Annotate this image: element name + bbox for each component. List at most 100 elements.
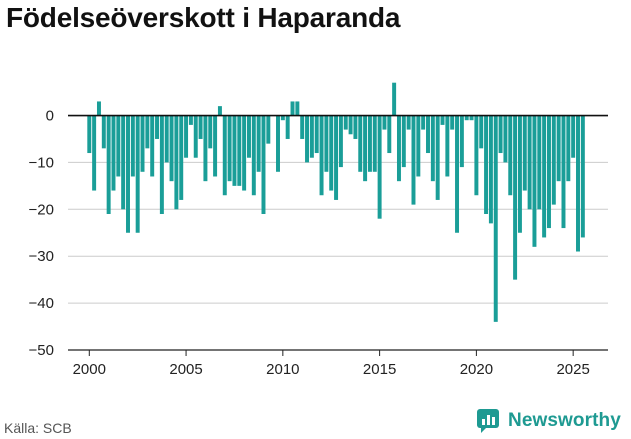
bar [445,115,450,177]
bar [193,115,198,158]
bar [87,115,92,154]
bar [227,115,232,182]
page-title: Födelseöverskott i Haparanda [6,2,401,33]
bar [251,115,256,196]
bar [290,101,295,116]
bar [338,115,343,168]
bar [319,115,324,196]
bar [358,115,363,172]
bar [140,115,145,172]
bar [426,115,430,154]
bar [188,115,193,125]
bar [329,115,334,191]
bar [145,115,150,149]
bar [106,115,111,214]
bar [392,82,397,116]
bar [217,106,222,116]
bar [396,115,401,182]
bar [92,115,97,191]
bar [484,115,489,214]
bar [503,115,508,163]
bar [309,115,314,158]
bar [334,115,339,200]
y-tick-label: −50 [29,342,54,359]
bar [159,115,164,214]
bar [421,115,426,130]
bar [353,115,358,139]
bar [155,115,160,139]
bar [498,115,503,154]
bar [295,101,300,116]
x-tick-label: 2000 [73,361,106,378]
bar [469,115,474,121]
bar [280,115,285,121]
x-tick-label: 2015 [363,361,396,378]
bar [174,115,179,210]
bar [169,115,174,182]
bar [406,115,411,130]
y-tick-label: −40 [29,295,54,312]
bar [522,115,527,191]
bar [513,115,518,280]
brand-name: Newsworthy [508,410,621,431]
bar [116,115,121,177]
y-tick-label: 0 [46,108,54,125]
bar [416,115,421,177]
bar [246,115,251,158]
bar [222,115,227,196]
x-axis: 2000 2005 2010 2015 2020 2025 [68,349,608,378]
bar [213,115,218,177]
bar [517,115,522,233]
bar [440,115,445,125]
bar [242,115,247,191]
y-tick-label: −20 [29,201,54,218]
bar [566,115,571,182]
newsworthy-logo-icon [477,409,499,433]
x-tick-label: 2020 [460,361,493,378]
bar [305,115,310,163]
bar [232,115,237,186]
bar [430,115,435,182]
bar [96,101,101,116]
bar [208,115,213,149]
bar [179,115,184,200]
bar [121,115,126,210]
bar [474,115,479,196]
bar [450,115,455,130]
bar [372,115,377,172]
bar [314,115,319,154]
x-tick-label: 2010 [266,361,299,378]
bar [198,115,203,139]
bar [571,115,576,158]
bar [508,115,513,196]
bar [237,115,242,186]
bar [580,115,585,238]
bar [459,115,464,168]
bar [261,115,266,214]
bar [576,115,580,252]
bar [488,115,493,224]
bar [363,115,368,182]
bar [111,115,116,191]
bar [256,115,261,172]
bar [276,115,280,172]
bar [324,115,329,172]
bar [130,115,135,177]
bar [411,115,416,205]
bar [401,115,406,168]
source-note: Källa: SCB [4,420,72,436]
bar [348,115,353,135]
bar [184,115,189,158]
bar [164,115,169,163]
bar [300,115,305,139]
bar [387,115,392,154]
bar [382,115,387,130]
bar [479,115,484,149]
bar [266,115,271,144]
bar [455,115,460,233]
bar [551,115,556,205]
bar [150,115,155,177]
bar [546,115,551,229]
bar [537,115,542,210]
